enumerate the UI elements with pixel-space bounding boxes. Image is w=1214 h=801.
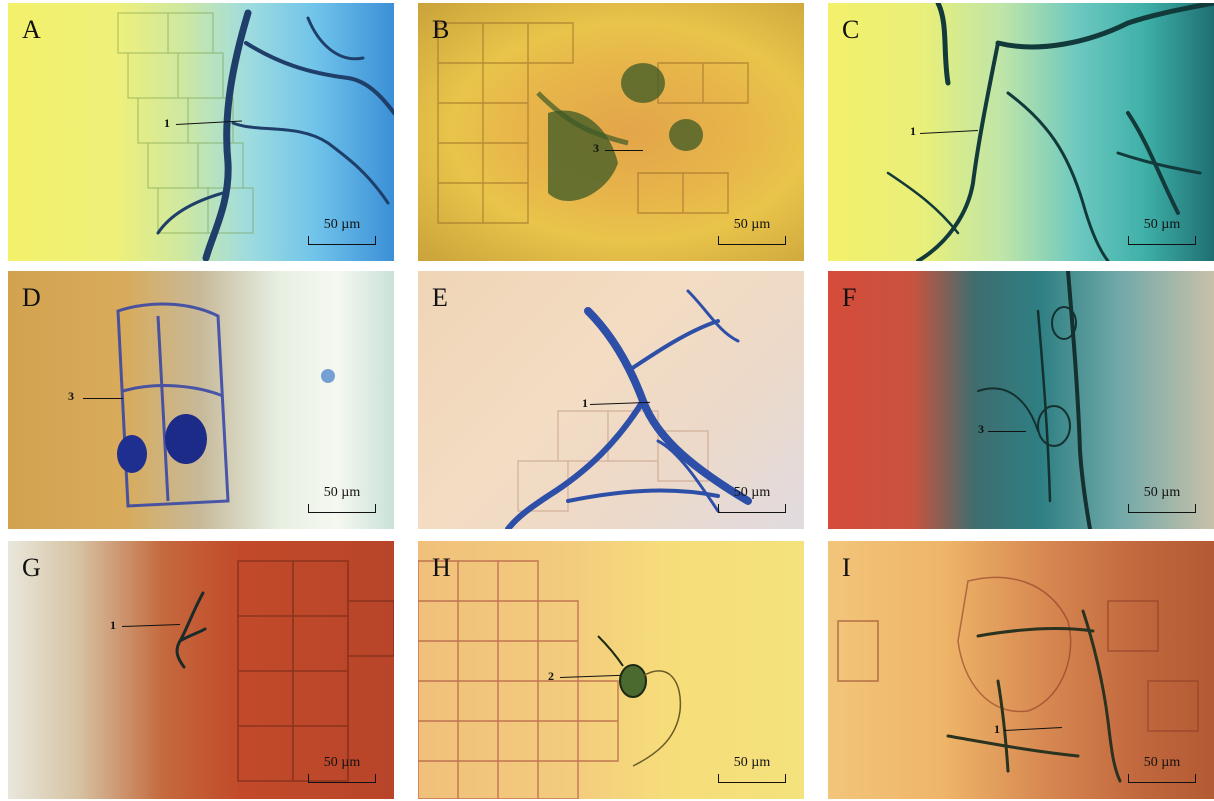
panel-letter: G xyxy=(22,553,41,582)
panel-letter: D xyxy=(22,283,41,312)
panel-letter: F xyxy=(842,283,857,312)
panel-letter: C xyxy=(842,15,860,44)
scale-bar-label: 50 µm xyxy=(733,485,771,500)
callout-label: 1 xyxy=(164,116,170,130)
callout-line xyxy=(988,431,1026,432)
scale-bar: 50 µm xyxy=(1128,217,1196,247)
callout-label: 1 xyxy=(110,618,116,632)
callout-line xyxy=(83,398,123,399)
micrograph-panel-d: D 3 50 µm xyxy=(8,271,394,529)
micrograph-panel-h: H 2 50 µm xyxy=(418,541,804,799)
callout-label: 1 xyxy=(994,722,1000,736)
scale-bar: 50 µm xyxy=(1128,755,1196,785)
micrograph-panel-i: I 1 50 µm xyxy=(828,541,1214,799)
scale-bar-label: 50 µm xyxy=(1143,485,1181,500)
scale-bar: 50 µm xyxy=(308,485,376,515)
callout-label: 1 xyxy=(582,396,588,410)
scale-bar-label: 50 µm xyxy=(1143,217,1181,232)
panel-letter: B xyxy=(432,15,450,44)
micrograph-panel-f: F 3 50 µm xyxy=(828,271,1214,529)
scale-bar-label: 50 µm xyxy=(323,755,361,770)
callout-label: 2 xyxy=(548,669,554,683)
scale-bar: 50 µm xyxy=(1128,485,1196,515)
micrograph-panel-a: A 1 50 µm xyxy=(8,3,394,261)
micrograph-panel-b: B 3 50 µm xyxy=(418,3,804,261)
callout-label: 3 xyxy=(68,389,74,403)
micrograph-panel-g: G 1 50 µm xyxy=(8,541,394,799)
scale-bar-label: 50 µm xyxy=(1143,755,1181,770)
micrograph-panel-c: C 1 50 µm xyxy=(828,3,1214,261)
scale-bar-label: 50 µm xyxy=(733,755,771,770)
panel-letter: A xyxy=(22,15,41,44)
scale-bar: 50 µm xyxy=(718,755,786,785)
scale-bar: 50 µm xyxy=(718,485,786,515)
panel-letter: I xyxy=(842,553,851,582)
panel-letter: E xyxy=(432,283,448,312)
callout-label: 3 xyxy=(978,422,984,436)
scale-bar-label: 50 µm xyxy=(733,217,771,232)
micrograph-panel-e: E 1 50 µm xyxy=(418,271,804,529)
scale-bar: 50 µm xyxy=(308,217,376,247)
scale-bar: 50 µm xyxy=(718,217,786,247)
scale-bar-label: 50 µm xyxy=(323,217,361,232)
callout-line xyxy=(605,150,643,151)
callout-label: 1 xyxy=(910,124,916,138)
scale-bar-label: 50 µm xyxy=(323,485,361,500)
scale-bar: 50 µm xyxy=(308,755,376,785)
panel-letter: H xyxy=(432,553,451,582)
callout-label: 3 xyxy=(593,141,599,155)
